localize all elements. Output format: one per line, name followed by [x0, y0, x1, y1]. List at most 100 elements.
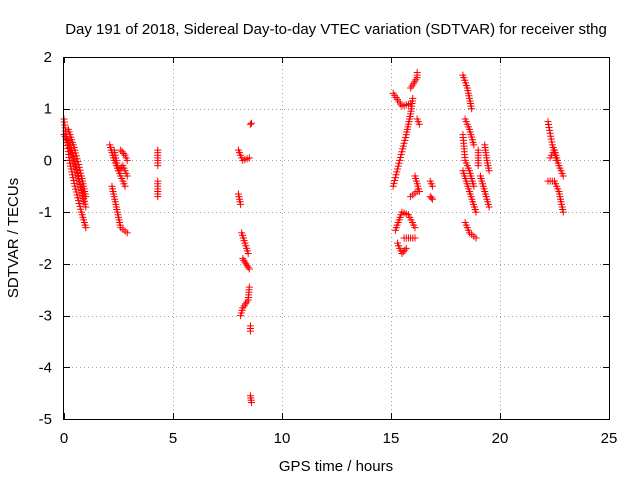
data-point	[117, 146, 125, 154]
data-point	[409, 94, 417, 102]
data-point	[391, 174, 399, 182]
data-point	[397, 151, 405, 159]
data-point	[411, 224, 419, 232]
data-point	[71, 146, 79, 154]
data-point	[121, 182, 129, 190]
y-tick-label: -5	[39, 411, 52, 428]
data-point	[123, 156, 131, 164]
data-point	[427, 194, 435, 202]
data-point	[396, 156, 404, 164]
y-tick-label: -3	[39, 308, 52, 325]
x-tick-label: 10	[274, 430, 291, 447]
data-point	[82, 203, 90, 211]
data-point	[244, 250, 252, 258]
data-point	[71, 182, 79, 190]
data-point	[77, 169, 85, 177]
data-point	[548, 138, 556, 146]
data-point	[247, 398, 255, 406]
data-point	[413, 187, 421, 195]
y-axis-label: SDTVAR / TECUs	[5, 178, 22, 298]
data-point	[246, 327, 254, 335]
data-point	[546, 129, 554, 137]
data-point	[398, 148, 406, 156]
data-point	[470, 182, 478, 190]
data-point	[72, 188, 80, 196]
data-point	[415, 120, 423, 128]
data-point	[401, 136, 409, 144]
data-point	[69, 174, 77, 182]
data-point	[75, 197, 83, 205]
data-point	[411, 234, 419, 242]
data-point	[75, 163, 83, 171]
data-point	[70, 179, 78, 187]
data-point	[399, 248, 407, 256]
data-point	[245, 265, 253, 273]
data-point	[70, 177, 78, 185]
data-point	[472, 234, 480, 242]
data-point	[398, 250, 406, 258]
data-point	[400, 139, 408, 147]
data-point	[399, 142, 407, 150]
data-point	[76, 166, 84, 174]
y-tick-label: -4	[39, 359, 52, 376]
data-point	[80, 197, 88, 205]
data-point	[395, 159, 403, 167]
data-points-layer	[60, 69, 567, 406]
data-point	[73, 191, 81, 199]
data-point	[118, 148, 126, 156]
x-tick-label: 0	[60, 430, 68, 447]
data-point	[399, 145, 407, 153]
data-point	[394, 165, 402, 173]
x-tick-label: 5	[169, 430, 177, 447]
data-point	[123, 229, 131, 237]
data-point	[402, 244, 410, 252]
data-point	[67, 162, 75, 170]
data-point	[559, 208, 567, 216]
data-point	[115, 167, 122, 175]
data-point	[485, 203, 493, 211]
data-point	[428, 195, 436, 203]
data-point	[559, 172, 567, 180]
data-point	[73, 155, 81, 163]
data-point	[76, 202, 84, 210]
data-point	[402, 133, 410, 141]
data-point	[82, 224, 90, 232]
x-tick-label: 15	[383, 430, 400, 447]
data-point	[75, 200, 83, 208]
data-point	[428, 182, 436, 190]
y-tick-label: 1	[44, 101, 52, 118]
data-point	[74, 194, 82, 202]
data-point	[123, 172, 131, 180]
data-point	[391, 177, 399, 185]
data-point	[392, 171, 400, 179]
y-tick-label: 2	[44, 49, 52, 66]
data-point	[72, 149, 80, 157]
data-point	[74, 158, 82, 166]
data-point	[237, 312, 245, 320]
data-point	[546, 126, 554, 134]
data-point	[547, 132, 555, 140]
chart-title: Day 191 of 2018, Sidereal Day-to-day VTE…	[65, 21, 607, 38]
data-point	[77, 205, 85, 213]
data-point	[474, 162, 482, 170]
data-point	[468, 105, 476, 113]
data-point	[154, 193, 162, 201]
data-point	[68, 168, 76, 176]
data-point	[120, 150, 128, 158]
data-point	[547, 135, 555, 143]
data-point	[244, 263, 252, 271]
x-axis-label: GPS time / hours	[279, 458, 393, 475]
y-tick-label: 0	[44, 152, 52, 169]
data-point	[65, 156, 73, 164]
data-point	[246, 120, 254, 128]
data-point	[75, 160, 83, 168]
data-point	[72, 185, 80, 193]
data-point	[394, 162, 402, 170]
grid-layer	[64, 57, 609, 419]
ticks-layer: 0 5 10 15 20 25 -5 -4 -3 -2 -1 0 1 2	[39, 49, 618, 447]
data-point	[401, 246, 409, 254]
data-point	[116, 165, 124, 173]
x-tick-label: 20	[492, 430, 509, 447]
data-point	[389, 182, 397, 190]
